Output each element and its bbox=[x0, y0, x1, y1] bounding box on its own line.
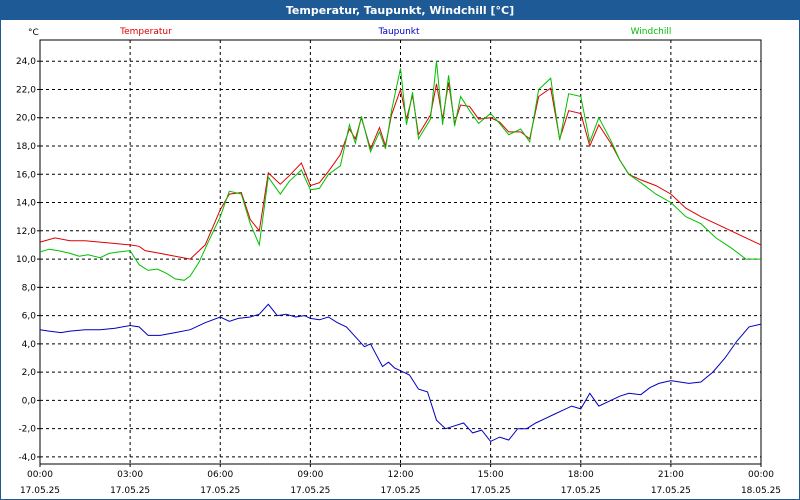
x-tick-date-label: 17.05.25 bbox=[471, 486, 511, 496]
y-tick-label: -2,0 bbox=[18, 425, 36, 435]
x-tick-date-label: 17.05.25 bbox=[290, 486, 330, 496]
y-tick-label: 24,0 bbox=[16, 57, 36, 67]
series-line-taupunkt bbox=[39, 303, 762, 443]
series-line-temperatur bbox=[39, 82, 762, 260]
y-tick-label: 20,0 bbox=[16, 114, 36, 124]
x-tick-date-label: 17.05.25 bbox=[561, 486, 601, 496]
legend-entry-taupunkt: Taupunkt bbox=[377, 27, 420, 37]
legend-entry-temperatur: Temperatur bbox=[119, 27, 172, 37]
x-tick-time-label: 21:00 bbox=[658, 470, 684, 480]
series-line-windchill bbox=[39, 61, 761, 281]
x-tick-date-label: 17.05.25 bbox=[200, 486, 240, 496]
y-tick-label: 6,0 bbox=[22, 312, 37, 322]
y-tick-label: 10,0 bbox=[16, 255, 36, 265]
y-tick-label: 8,0 bbox=[22, 283, 37, 293]
y-tick-label: 12,0 bbox=[16, 227, 36, 237]
x-tick-time-label: 12:00 bbox=[388, 470, 414, 480]
window-title: Temperatur, Taupunkt, Windchill [°C] bbox=[1, 1, 799, 20]
y-tick-label: 2,0 bbox=[22, 368, 37, 378]
x-tick-date-label: 17.05.25 bbox=[651, 486, 691, 496]
x-tick-time-label: 06:00 bbox=[207, 470, 233, 480]
x-tick-time-label: 18:00 bbox=[568, 470, 594, 480]
y-tick-label: 16,0 bbox=[16, 170, 36, 180]
x-tick-date-label: 17.05.25 bbox=[380, 486, 420, 496]
y-tick-label: 22,0 bbox=[16, 85, 36, 95]
x-tick-date-label: 18.05.25 bbox=[741, 486, 781, 496]
legend-entry-windchill: Windchill bbox=[631, 27, 672, 37]
x-tick-date-label: 17.05.25 bbox=[20, 486, 60, 496]
x-tick-time-label: 09:00 bbox=[297, 470, 323, 480]
x-tick-time-label: 00:00 bbox=[27, 470, 53, 480]
y-tick-label: 18,0 bbox=[16, 142, 36, 152]
y-tick-label: 4,0 bbox=[22, 340, 37, 350]
y-tick-label: -4,0 bbox=[18, 453, 36, 463]
x-tick-date-label: 17.05.25 bbox=[110, 486, 150, 496]
y-axis-unit-label: °C bbox=[28, 28, 39, 38]
x-tick-time-label: 00:00 bbox=[748, 470, 774, 480]
y-tick-label: 14,0 bbox=[16, 199, 36, 209]
x-tick-time-label: 15:00 bbox=[478, 470, 504, 480]
x-tick-time-label: 03:00 bbox=[117, 470, 143, 480]
y-tick-label: 0,0 bbox=[22, 396, 37, 406]
